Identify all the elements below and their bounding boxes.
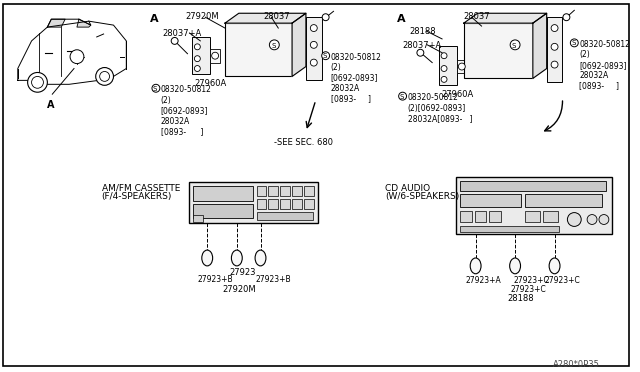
Bar xyxy=(439,46,457,85)
Bar xyxy=(460,211,472,222)
Bar xyxy=(525,211,540,222)
Circle shape xyxy=(441,65,447,71)
Bar xyxy=(257,186,266,196)
Bar xyxy=(525,194,602,207)
Circle shape xyxy=(172,38,178,44)
Ellipse shape xyxy=(255,250,266,266)
Bar xyxy=(210,49,220,62)
Bar xyxy=(193,37,210,74)
Bar xyxy=(460,194,521,207)
Circle shape xyxy=(195,65,200,71)
Bar xyxy=(457,60,467,73)
Bar xyxy=(257,212,313,219)
Bar xyxy=(225,23,292,76)
Circle shape xyxy=(31,76,44,88)
Text: S: S xyxy=(153,86,157,92)
Circle shape xyxy=(441,53,447,59)
Text: S: S xyxy=(323,53,327,59)
Polygon shape xyxy=(47,19,65,27)
Text: 08320-50812
(2)[0692-0893]
28032A[0893-   ]: 08320-50812 (2)[0692-0893] 28032A[0893- … xyxy=(408,93,472,123)
Bar xyxy=(490,211,501,222)
Polygon shape xyxy=(292,13,306,76)
Circle shape xyxy=(399,92,406,100)
Text: 27920M: 27920M xyxy=(222,285,255,294)
Text: 28037+A: 28037+A xyxy=(403,41,442,50)
Circle shape xyxy=(310,41,317,48)
Bar xyxy=(280,199,290,209)
Circle shape xyxy=(570,39,579,47)
Bar xyxy=(189,182,317,224)
Circle shape xyxy=(310,25,317,32)
Text: A: A xyxy=(47,100,55,110)
Text: S: S xyxy=(399,94,404,100)
Text: 27923+C: 27923+C xyxy=(513,276,549,285)
Bar xyxy=(304,199,314,209)
Ellipse shape xyxy=(509,258,520,274)
Bar xyxy=(304,186,314,196)
Text: 27923: 27923 xyxy=(229,268,255,277)
Bar xyxy=(543,211,557,222)
Circle shape xyxy=(417,49,424,56)
Circle shape xyxy=(100,71,109,81)
Text: 28037+A: 28037+A xyxy=(163,29,202,38)
Circle shape xyxy=(551,25,558,32)
Text: 28188: 28188 xyxy=(508,294,534,302)
Ellipse shape xyxy=(470,258,481,274)
Text: A: A xyxy=(150,14,159,24)
Circle shape xyxy=(599,215,609,224)
Bar xyxy=(475,211,486,222)
Text: 08320-50812
(2)
[0692-0893]
28032A
[0893-     ]: 08320-50812 (2) [0692-0893] 28032A [0893… xyxy=(331,53,381,103)
Polygon shape xyxy=(464,13,547,23)
Text: 27923+B: 27923+B xyxy=(255,275,291,284)
Ellipse shape xyxy=(549,258,560,274)
Text: 27960A: 27960A xyxy=(441,90,474,99)
Bar xyxy=(193,215,204,222)
Circle shape xyxy=(269,40,279,50)
Ellipse shape xyxy=(232,250,243,266)
Text: 27960A: 27960A xyxy=(195,79,227,89)
Circle shape xyxy=(551,61,558,68)
Circle shape xyxy=(587,215,597,224)
Bar xyxy=(193,204,253,218)
Bar xyxy=(268,186,278,196)
Bar xyxy=(118,47,126,53)
Bar xyxy=(280,186,290,196)
Text: -SEE SEC. 680: -SEE SEC. 680 xyxy=(275,138,333,147)
Circle shape xyxy=(441,76,447,82)
Text: (W/6-SPEAKERS): (W/6-SPEAKERS) xyxy=(385,192,459,201)
Circle shape xyxy=(322,52,330,60)
Text: A: A xyxy=(397,14,405,24)
Bar xyxy=(464,23,533,78)
Circle shape xyxy=(310,59,317,66)
Bar xyxy=(460,181,606,191)
Text: S: S xyxy=(271,43,276,49)
Circle shape xyxy=(458,63,465,70)
Circle shape xyxy=(70,50,84,64)
Text: S: S xyxy=(512,43,516,49)
Circle shape xyxy=(551,44,558,50)
Bar xyxy=(257,199,266,209)
Text: CD AUDIO: CD AUDIO xyxy=(385,184,430,193)
Text: 27923+A: 27923+A xyxy=(466,276,502,285)
Circle shape xyxy=(510,40,520,50)
Circle shape xyxy=(152,84,160,92)
Text: S: S xyxy=(571,41,575,46)
Bar xyxy=(547,17,563,82)
Text: 08320-50812
(2)
[0692-0893]
28032A
[0893-      ]: 08320-50812 (2) [0692-0893] 28032A [0893… xyxy=(161,85,212,136)
Circle shape xyxy=(212,52,219,59)
Text: 08320-50812
(2)
[0692-0893]
28032A
[0893-     ]: 08320-50812 (2) [0692-0893] 28032A [0893… xyxy=(579,40,630,90)
Circle shape xyxy=(195,56,200,62)
Polygon shape xyxy=(225,13,306,23)
Circle shape xyxy=(568,212,581,227)
Circle shape xyxy=(563,14,570,21)
Text: 27923+C: 27923+C xyxy=(510,285,546,294)
Bar xyxy=(292,186,302,196)
Text: 27920M: 27920M xyxy=(186,12,219,21)
Text: (F/4-SPEAKERS): (F/4-SPEAKERS) xyxy=(102,192,172,201)
Circle shape xyxy=(28,73,47,92)
Bar xyxy=(292,199,302,209)
Text: A280*0P35: A280*0P35 xyxy=(552,360,600,369)
Polygon shape xyxy=(77,19,91,27)
Circle shape xyxy=(322,14,329,21)
Bar xyxy=(460,227,559,232)
